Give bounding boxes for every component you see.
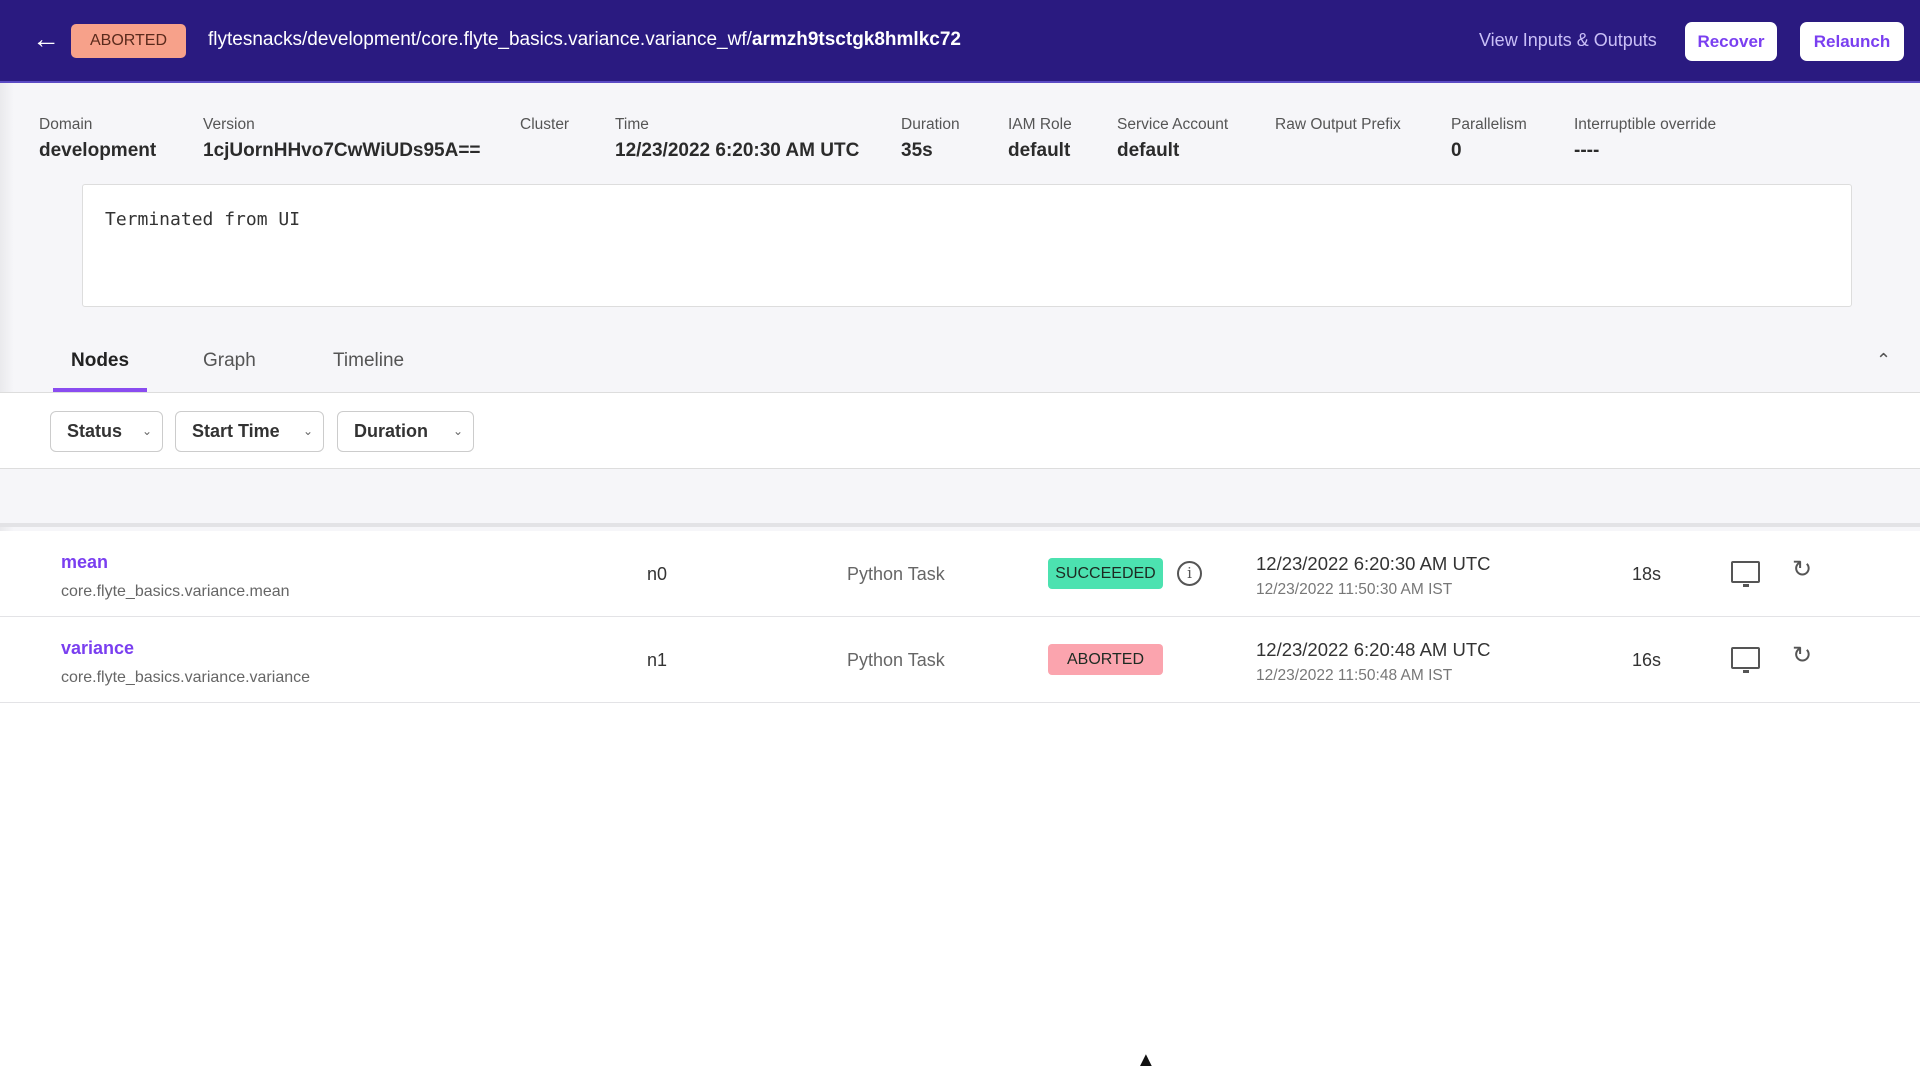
meta-label: Parallelism — [1451, 116, 1527, 133]
meta-label: Time — [615, 116, 649, 133]
meta-value: 35s — [901, 140, 933, 161]
active-tab-indicator — [53, 388, 147, 392]
meta-time: Time 12/23/2022 6:20:30 AM UTC — [615, 116, 859, 162]
view-inputs-outputs-link[interactable]: View Inputs & Outputs — [1479, 30, 1657, 50]
top-bar: ← ABORTED flytesnacks/development/core.f… — [0, 0, 1920, 83]
node-name-link[interactable]: variance — [61, 638, 135, 658]
execution-path: flytesnacks/development/core.flyte_basic… — [208, 29, 961, 51]
meta-label: Service Account — [1117, 116, 1229, 133]
chevron-up-icon[interactable]: ⌃ — [1876, 350, 1892, 370]
task-name: core.flyte_basics.variance.mean — [61, 583, 290, 600]
node-id: n1 — [647, 650, 668, 670]
status-badge: SUCCEEDED — [1048, 558, 1163, 589]
error-message: Terminated from UI — [105, 209, 301, 230]
meta-domain: Domain development — [39, 116, 156, 162]
meta-value: ---- — [1574, 140, 1600, 161]
table-empty-area — [0, 703, 1920, 1080]
start-time-utc: 12/23/2022 6:20:48 AM UTC — [1256, 639, 1491, 660]
filter-label: Status — [67, 421, 123, 441]
table-header-band — [0, 469, 1920, 527]
node-name-link[interactable]: mean — [61, 552, 109, 572]
meta-label: Cluster — [520, 116, 570, 133]
tab-divider — [0, 392, 1920, 393]
meta-label: Interruptible override — [1574, 116, 1717, 133]
status-filter[interactable]: Status ⌄ — [50, 411, 163, 452]
arrow-left-icon[interactable]: ← — [32, 23, 60, 54]
chevron-down-icon: ⌄ — [302, 424, 313, 438]
filter-label: Duration — [354, 421, 428, 441]
node-type: Python Task — [847, 564, 945, 584]
path-prefix: flytesnacks/development/core.flyte_basic… — [208, 29, 752, 50]
table-row: mean core.flyte_basics.variance.mean n0 … — [0, 531, 1920, 617]
meta-interruptible-override: Interruptible override ---- — [1574, 116, 1716, 162]
recover-button[interactable]: Recover — [1685, 22, 1777, 61]
error-message-box: Terminated from UI — [82, 184, 1852, 307]
rerun-icon[interactable]: ↻ — [1792, 642, 1813, 669]
mouse-cursor-icon: ▲ — [1136, 1049, 1156, 1071]
meta-value: 0 — [1451, 140, 1462, 161]
meta-value: 1cjUornHHvo7CwWiUDs95A== — [203, 140, 481, 161]
tab-graph[interactable]: Graph — [203, 350, 256, 371]
task-name: core.flyte_basics.variance.variance — [61, 669, 311, 686]
tab-nodes[interactable]: Nodes — [71, 350, 130, 371]
node-type: Python Task — [847, 650, 945, 670]
start-time-local: 12/23/2022 11:50:48 AM IST — [1256, 667, 1453, 684]
chevron-down-icon: ⌄ — [452, 424, 463, 438]
meta-label: Domain — [39, 116, 93, 133]
duration: 18s — [1632, 564, 1662, 584]
meta-label: Version — [203, 116, 255, 133]
start-time-filter[interactable]: Start Time ⌄ — [175, 411, 324, 452]
monitor-icon[interactable] — [1731, 561, 1760, 587]
meta-version: Version 1cjUornHHvo7CwWiUDs95A== — [203, 116, 481, 162]
meta-iam-role: IAM Role default — [1008, 116, 1072, 162]
duration-filter[interactable]: Duration ⌄ — [337, 411, 474, 452]
execution-id: armzh9tsctgk8hmlkc72 — [751, 29, 961, 50]
meta-label: Duration — [901, 116, 960, 133]
filter-bar: Status ⌄ Start Time ⌄ Duration ⌄ — [0, 393, 1920, 469]
node-id: n0 — [647, 564, 668, 584]
meta-label: Raw Output Prefix — [1275, 116, 1401, 133]
meta-service-account: Service Account default — [1117, 116, 1228, 162]
tab-timeline[interactable]: Timeline — [333, 350, 405, 371]
meta-duration: Duration 35s — [901, 116, 960, 162]
start-time-local: 12/23/2022 11:50:30 AM IST — [1256, 581, 1453, 598]
rerun-icon[interactable]: ↻ — [1792, 556, 1813, 583]
duration: 16s — [1632, 650, 1662, 670]
meta-parallelism: Parallelism 0 — [1451, 116, 1527, 162]
meta-value: 12/23/2022 6:20:30 AM UTC — [615, 140, 860, 161]
meta-value: development — [39, 140, 157, 161]
monitor-icon[interactable] — [1731, 647, 1760, 673]
meta-label: IAM Role — [1008, 116, 1072, 133]
start-time-utc: 12/23/2022 6:20:30 AM UTC — [1256, 553, 1491, 574]
filter-label: Start Time — [192, 421, 280, 441]
table-row: variance core.flyte_basics.variance.vari… — [0, 617, 1920, 703]
meta-raw-output-prefix: Raw Output Prefix — [1275, 116, 1401, 140]
execution-status-badge: ABORTED — [71, 24, 186, 58]
meta-value: default — [1117, 140, 1180, 161]
chevron-down-icon: ⌄ — [141, 424, 152, 438]
meta-cluster: Cluster — [520, 116, 569, 140]
info-icon[interactable]: i — [1177, 561, 1202, 586]
relaunch-button[interactable]: Relaunch — [1800, 22, 1904, 61]
meta-value: default — [1008, 140, 1071, 161]
status-badge: ABORTED — [1048, 644, 1163, 675]
